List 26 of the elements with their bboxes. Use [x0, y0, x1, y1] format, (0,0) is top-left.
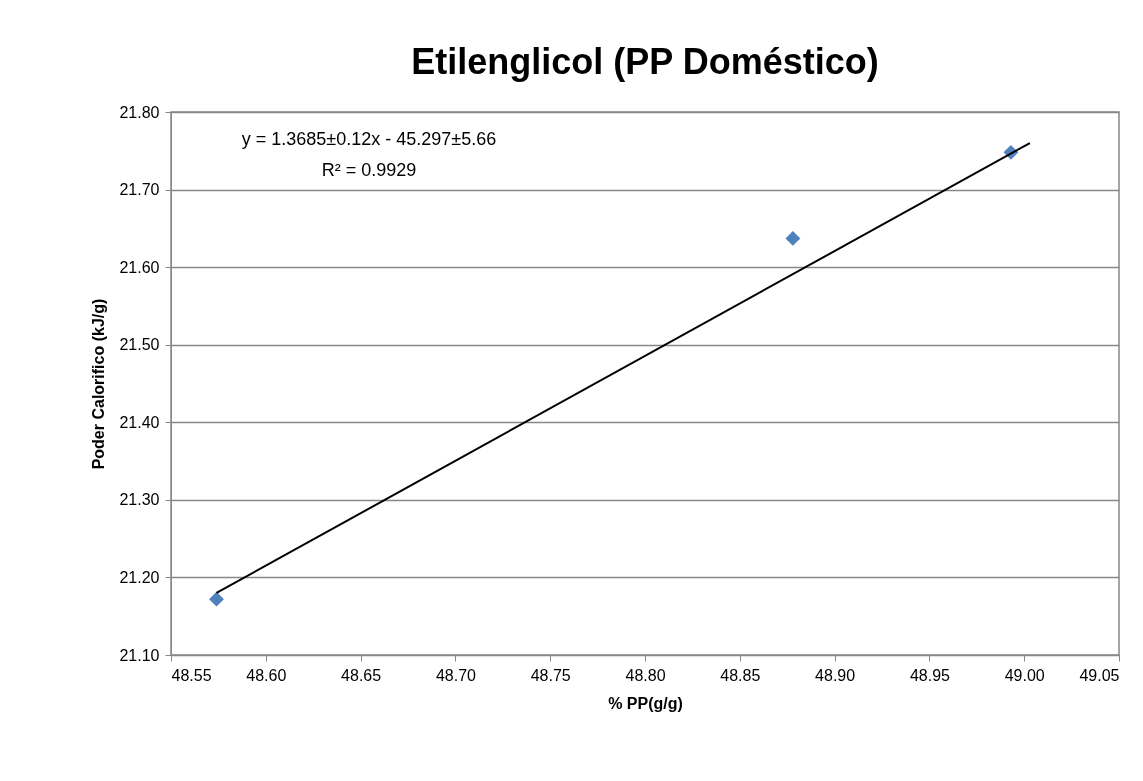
y-tick-label: 21.10 — [119, 646, 160, 664]
x-tick-label: 49.05 — [1079, 666, 1120, 684]
x-tick-label: 48.70 — [435, 666, 477, 684]
x-tick-label: 48.75 — [530, 666, 571, 684]
y-tick-label: 21.30 — [119, 491, 160, 509]
x-tick-label: 48.80 — [625, 666, 666, 684]
y-tick-label: 21.40 — [119, 413, 160, 431]
x-tick-label: 49.00 — [1004, 666, 1045, 684]
x-tick-label: 48.90 — [815, 666, 856, 684]
y-tick-label: 21.80 — [119, 103, 160, 121]
point — [785, 231, 801, 246]
x-tick-label: 48.95 — [909, 666, 951, 684]
x-axis-title: % PP(g/g) — [608, 694, 683, 712]
x-tick-label: 48.85 — [720, 666, 761, 684]
y-tick-label: 21.50 — [119, 336, 160, 354]
x-tick-label: 48.60 — [246, 666, 287, 684]
y-tick-label: 21.60 — [119, 258, 160, 276]
chart-title: Etilenglicol (PP Doméstico) — [411, 41, 879, 82]
y-tick-label: 21.20 — [119, 568, 160, 586]
annotation: R² = 0.9929 — [321, 160, 417, 180]
annotation: y = 1.3685±0.12x - 45.297±5.66 — [241, 129, 497, 149]
x-tick-label: 48.55 — [171, 666, 212, 684]
y-axis-title: Poder Calorifico (kJ/g) — [90, 298, 108, 470]
y-tick-label: 21.70 — [119, 181, 160, 199]
point — [209, 591, 224, 607]
x-tick-label: 48.65 — [341, 666, 382, 684]
